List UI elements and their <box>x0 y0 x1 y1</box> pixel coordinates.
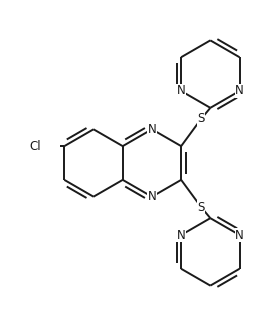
Text: N: N <box>177 229 186 242</box>
Text: N: N <box>177 84 186 97</box>
Text: N: N <box>147 190 156 203</box>
Text: N: N <box>235 84 244 97</box>
Text: Cl: Cl <box>29 140 41 153</box>
Text: N: N <box>235 229 244 242</box>
Text: N: N <box>147 123 156 136</box>
Text: S: S <box>198 201 205 214</box>
Text: S: S <box>198 112 205 125</box>
